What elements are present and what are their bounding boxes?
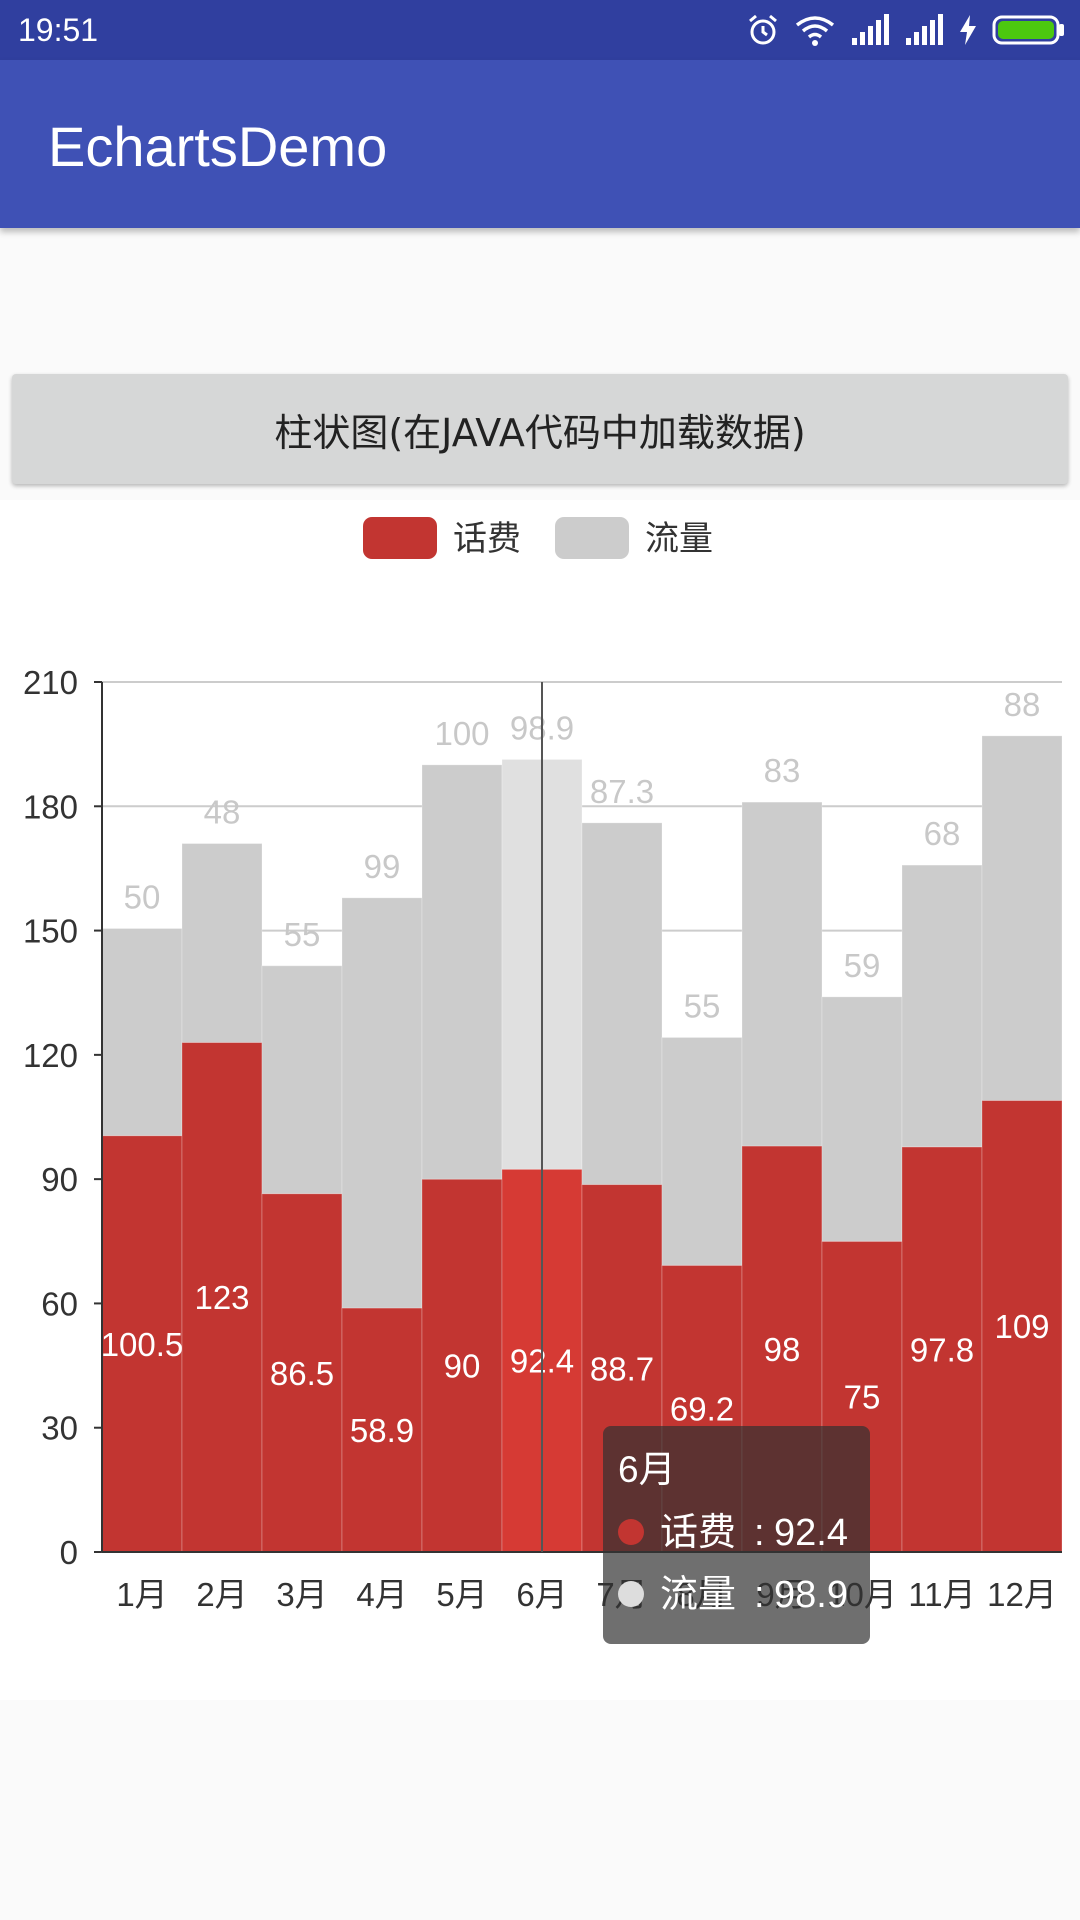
signal-icon <box>906 14 943 45</box>
x-tick-label: 11月 <box>908 1576 975 1613</box>
bar-series-2[interactable] <box>341 897 423 1309</box>
bar-series-2[interactable] <box>901 864 983 1148</box>
charging-icon <box>960 15 976 45</box>
tooltip-separator: : <box>754 1574 765 1616</box>
bar-label-series-1: 86.5 <box>270 1355 334 1392</box>
bar-label-series-2: 55 <box>284 916 321 953</box>
bar-label-series-2: 59 <box>844 947 881 984</box>
bar-series-1[interactable] <box>901 1146 983 1553</box>
bar-label-series-2: 87.3 <box>590 773 654 810</box>
status-icons <box>746 13 1066 47</box>
y-tick-label: 120 <box>23 1037 78 1074</box>
bar-label-series-2: 68 <box>924 815 961 852</box>
battery-icon <box>992 15 1064 45</box>
bar-series-2[interactable] <box>981 735 1063 1101</box>
bar-label-series-1: 109 <box>994 1308 1049 1345</box>
tooltip-value-series-2: 98.9 <box>774 1574 848 1616</box>
bar-label-series-1: 58.9 <box>350 1412 414 1449</box>
bar-label-series-1: 97.8 <box>910 1331 974 1368</box>
bar-series-2[interactable] <box>821 996 903 1242</box>
bar-label-series-2: 48 <box>204 794 241 831</box>
legend: 话费 流量 <box>363 517 713 559</box>
x-axis-labels: 1月2月3月4月5月6月7月8月9月10月11月12月 <box>116 1576 1057 1613</box>
bar-label-series-2: 83 <box>764 752 801 789</box>
legend-swatch-series-1[interactable] <box>363 517 437 559</box>
bar-series-2[interactable] <box>421 764 503 1180</box>
bar-series-2[interactable] <box>101 928 183 1137</box>
tooltip-name-series-1: 话费 <box>660 1512 736 1554</box>
legend-swatch-series-2[interactable] <box>555 517 629 559</box>
y-tick-label: 30 <box>41 1410 78 1447</box>
y-tick-label: 0 <box>60 1534 78 1571</box>
y-tick-label: 60 <box>41 1285 78 1322</box>
load-bar-chart-button[interactable]: 柱状图(在JAVA代码中加载数据) <box>12 374 1068 484</box>
bar-label-series-1: 90 <box>444 1348 481 1385</box>
app-title: EchartsDemo <box>48 115 388 178</box>
x-tick-label: 6月 <box>516 1576 567 1613</box>
legend-label-series-1[interactable]: 话费 <box>453 520 521 558</box>
status-bar: 19:51 <box>0 0 1080 60</box>
tooltip-dot-series-1 <box>618 1519 644 1545</box>
x-tick-label: 3月 <box>276 1576 327 1613</box>
y-tick-label: 150 <box>23 913 78 950</box>
status-time: 19:51 <box>18 11 99 48</box>
bar-series-1[interactable] <box>261 1193 343 1553</box>
x-tick-label: 4月 <box>356 1576 407 1613</box>
bar-label-series-2: 50 <box>124 879 161 916</box>
bars <box>101 735 1063 1553</box>
bar-label-series-2: 55 <box>684 987 721 1024</box>
x-tick-label: 5月 <box>436 1576 487 1613</box>
bar-chart[interactable]: 话费 流量 0 30 60 90 120 150 180 210 100.5 50 123 48 86… <box>0 0 1080 1700</box>
bar-series-1[interactable] <box>101 1135 183 1553</box>
bar-series-2[interactable] <box>661 1036 743 1266</box>
tooltip-name-series-2: 流量 <box>660 1574 736 1616</box>
y-tick-label: 90 <box>41 1161 78 1198</box>
bar-label-series-2: 99 <box>364 848 401 885</box>
bar-series-1[interactable] <box>181 1041 263 1553</box>
legend-label-series-2[interactable]: 流量 <box>645 520 713 558</box>
bar-label-series-1: 123 <box>194 1279 249 1316</box>
tooltip-value-series-1: 92.4 <box>774 1512 848 1554</box>
bar-label-series-2: 88 <box>1004 686 1041 723</box>
bar-label-series-1: 75 <box>844 1379 881 1416</box>
x-tick-label: 1月 <box>116 1576 167 1613</box>
bar-label-series-1: 100.5 <box>101 1326 184 1363</box>
bar-series-2[interactable] <box>181 843 263 1043</box>
bar-label-series-1: 98 <box>764 1331 801 1368</box>
y-tick-label: 180 <box>23 788 78 825</box>
x-tick-label: 2月 <box>196 1576 247 1613</box>
y-tick-label: 210 <box>23 664 78 701</box>
tooltip-separator: : <box>754 1512 765 1554</box>
signal-icon <box>852 14 889 45</box>
bar-series-2[interactable] <box>741 801 823 1147</box>
app-bar: EchartsDemo <box>0 60 1080 228</box>
wifi-icon <box>795 16 835 46</box>
bar-series-2[interactable] <box>581 822 663 1186</box>
bar-label-series-1: 69.2 <box>670 1391 734 1428</box>
y-axis-labels: 0 30 60 90 120 150 180 210 <box>23 664 78 1571</box>
bar-label-series-1: 88.7 <box>590 1350 654 1387</box>
tooltip: 6月 话费 : 92.4 流量 : 98.9 <box>603 1426 870 1644</box>
tooltip-background <box>603 1426 870 1644</box>
x-tick-label: 12月 <box>987 1576 1057 1613</box>
tooltip-dot-series-2 <box>618 1581 644 1607</box>
tooltip-title: 6月 <box>618 1449 676 1490</box>
bar-series-2[interactable] <box>261 965 343 1195</box>
alarm-icon <box>749 14 777 45</box>
bar-label-series-2: 100 <box>434 715 489 752</box>
